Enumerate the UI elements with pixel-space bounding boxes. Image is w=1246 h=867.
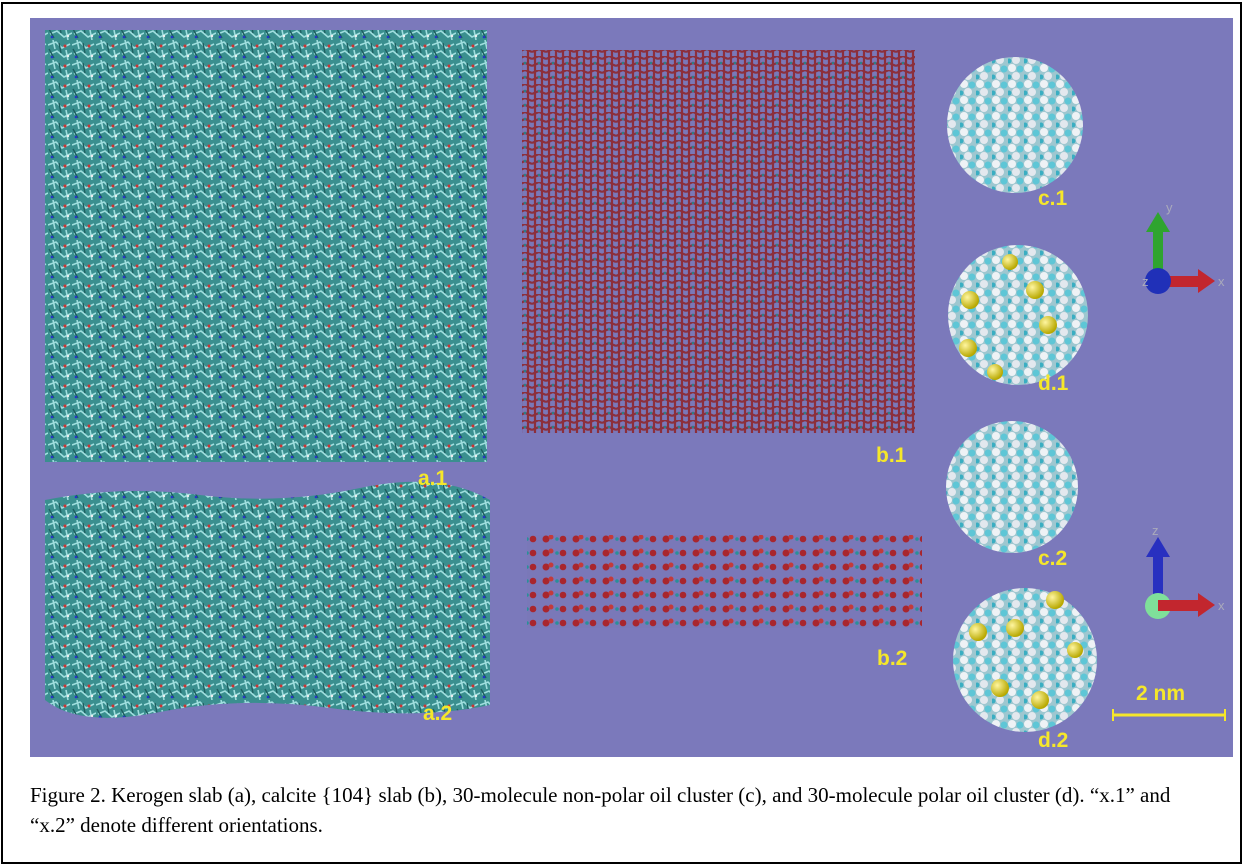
panel-label: a.2 [423,702,452,725]
scale-bar-label: 2 nm [1136,682,1185,705]
panel-label: b.2 [877,647,907,670]
kerogen-side [45,482,490,718]
axis-label: x [1218,598,1225,613]
panel-label: c.2 [1038,547,1067,570]
kerogen-top [45,30,487,462]
panel-label: a.1 [418,467,448,490]
calcite-side [527,535,922,628]
axis-label: y [1166,200,1173,215]
page: a.1 a.2 b.1 b.2 c.1 d.1 c.2 d.2 y z x z … [0,0,1246,867]
panel-label: c.1 [1038,187,1068,210]
panel-label: d.1 [1038,372,1069,395]
calcite-top [522,50,915,433]
axis-label: x [1218,274,1225,289]
figure: a.1 a.2 b.1 b.2 c.1 d.1 c.2 d.2 y z x z … [0,0,1246,867]
axis-label: z [1152,523,1159,538]
cluster-d1 [948,245,1088,385]
cluster-c2 [946,421,1078,553]
cluster-c1 [947,57,1083,193]
panel-label: b.1 [876,444,907,467]
panel-label: d.2 [1038,729,1068,752]
caption: Figure 2. Kerogen slab (a), calcite {104… [30,780,1205,840]
cluster-d2 [953,588,1097,732]
axis-label: z [1142,274,1149,289]
